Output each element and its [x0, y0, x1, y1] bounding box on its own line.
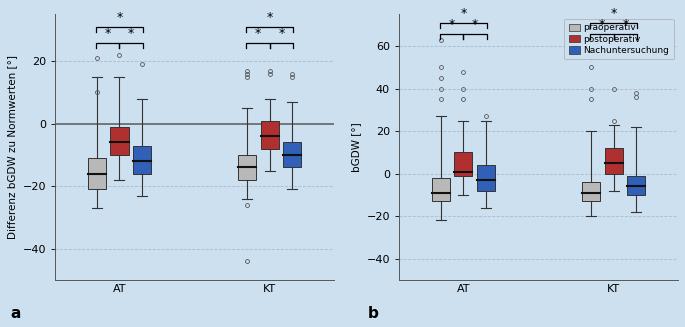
- Text: *: *: [623, 18, 629, 31]
- Text: *: *: [128, 27, 134, 40]
- Bar: [454, 152, 473, 176]
- Text: *: *: [105, 27, 111, 40]
- Bar: [582, 182, 600, 201]
- Y-axis label: bGDW [°]: bGDW [°]: [351, 122, 361, 172]
- Bar: [627, 176, 645, 195]
- Text: a: a: [10, 306, 21, 321]
- Bar: [110, 127, 129, 155]
- Text: *: *: [449, 18, 455, 31]
- Text: *: *: [278, 27, 285, 40]
- Bar: [88, 158, 106, 189]
- Y-axis label: Differenz bGDW zu Normwerten [°]: Differenz bGDW zu Normwerten [°]: [7, 55, 17, 239]
- Bar: [477, 165, 495, 191]
- Bar: [238, 155, 256, 180]
- Text: b: b: [369, 306, 379, 321]
- Text: *: *: [460, 7, 466, 20]
- Text: *: *: [472, 18, 478, 31]
- Bar: [260, 121, 279, 149]
- Legend: präoperativ, postoperativ, Nachuntersuchung: präoperativ, postoperativ, Nachuntersuch…: [564, 19, 673, 60]
- Text: *: *: [599, 18, 605, 31]
- Bar: [432, 178, 450, 201]
- Text: *: *: [255, 27, 261, 40]
- Bar: [133, 146, 151, 174]
- Bar: [283, 143, 301, 167]
- Text: *: *: [116, 11, 123, 24]
- Text: *: *: [610, 7, 616, 20]
- Bar: [605, 148, 623, 174]
- Text: *: *: [266, 11, 273, 24]
